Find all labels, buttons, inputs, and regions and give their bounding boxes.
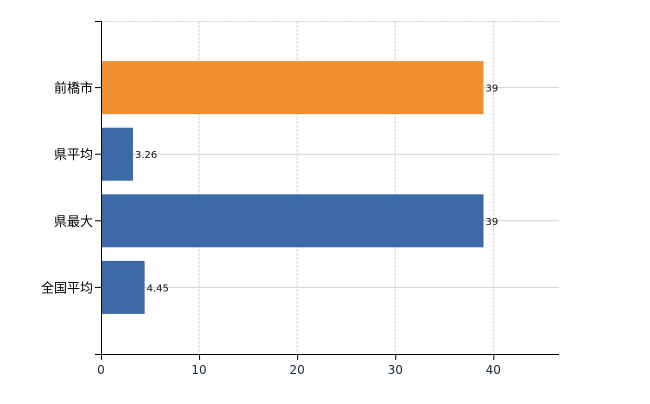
x-tick-label: 30 [388,363,403,377]
y-tick-label: 全国平均 [41,280,93,296]
x-tick-label: 40 [486,363,501,377]
data-label: 39 [485,217,498,228]
y-tick-label: 県平均 [54,148,93,163]
bar [101,194,484,248]
bar [101,61,484,115]
y-tick-label: 県最大 [54,215,93,230]
x-tick-label: 0 [97,363,105,377]
y-tick-label: 前橋市 [54,81,93,97]
x-tick-label: 10 [191,363,206,377]
data-label: 39 [485,84,498,95]
data-label: 3.26 [135,150,157,161]
x-tick-label: 20 [290,363,305,377]
data-label: 4.45 [147,283,169,294]
bar [101,260,145,314]
bar [101,127,133,181]
